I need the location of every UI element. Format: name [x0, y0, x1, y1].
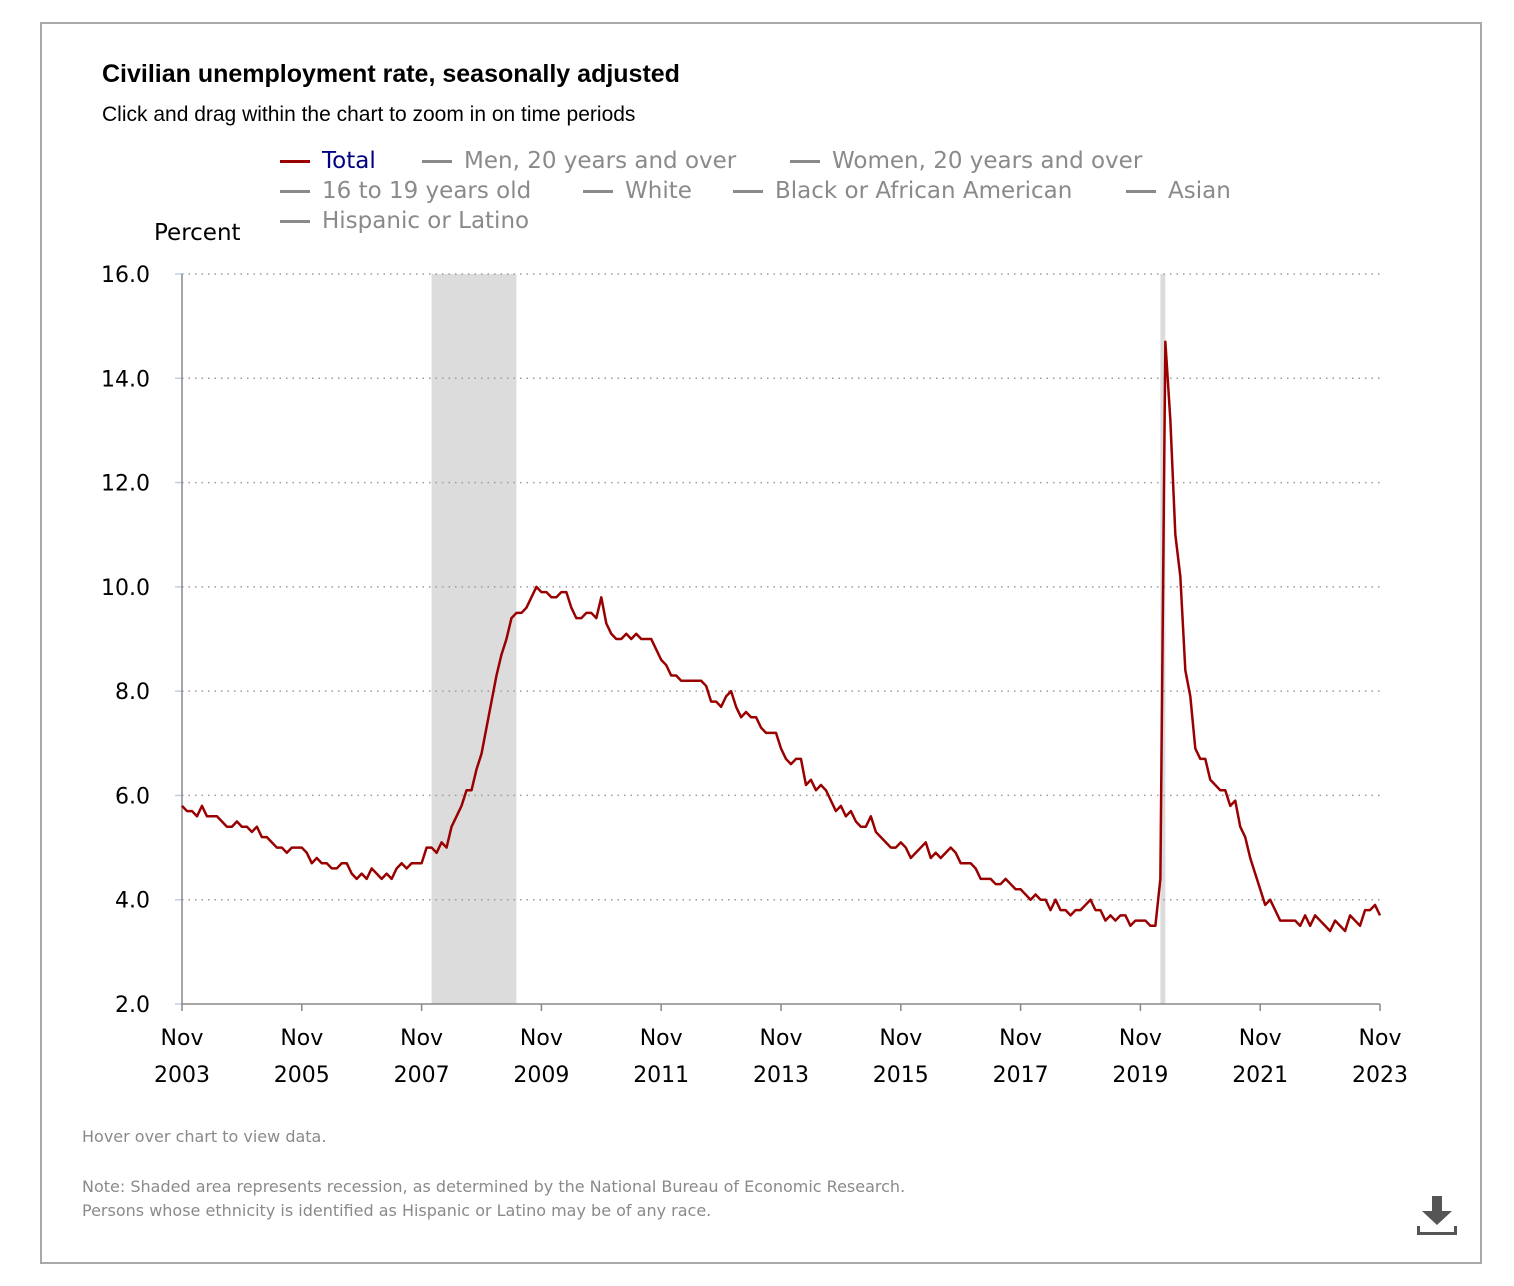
- legend-swatch: [280, 219, 310, 223]
- chart-subtitle: Click and drag within the chart to zoom …: [102, 103, 636, 126]
- legend-item-men-20-and-over[interactable]: Men, 20 years and over: [422, 146, 736, 176]
- x-tick-label-year: 2021: [1232, 1063, 1288, 1088]
- x-tick-label-month: Nov: [400, 1026, 443, 1051]
- x-tick-label-year: 2009: [513, 1063, 569, 1088]
- y-tick-label: 4.0: [115, 889, 150, 914]
- legend-label: Asian: [1168, 178, 1231, 204]
- x-tick-label-year: 2017: [993, 1063, 1049, 1088]
- y-axis-label: Percent: [154, 220, 241, 246]
- chart-title: Civilian unemployment rate, seasonally a…: [102, 60, 680, 88]
- x-tick-label-month: Nov: [1239, 1026, 1282, 1051]
- x-tick-label-year: 2003: [154, 1063, 210, 1088]
- x-tick-label-month: Nov: [879, 1026, 922, 1051]
- chart-frame: [40, 22, 1482, 1264]
- x-tick-label-year: 2015: [873, 1063, 929, 1088]
- legend-item-black[interactable]: Black or African American: [733, 176, 1072, 206]
- y-tick-label: 10.0: [101, 576, 150, 601]
- download-button[interactable]: [1414, 1192, 1460, 1240]
- note-line: Persons whose ethnicity is identified as…: [82, 1201, 712, 1220]
- legend-item-asian[interactable]: Asian: [1126, 176, 1231, 206]
- legend-label: Men, 20 years and over: [464, 148, 737, 174]
- x-tick-label-year: 2011: [633, 1063, 689, 1088]
- x-tick-label-month: Nov: [520, 1026, 563, 1051]
- x-tick-label-month: Nov: [280, 1026, 323, 1051]
- legend-item-hispanic[interactable]: Hispanic or Latino: [280, 206, 529, 236]
- note-line: Note: Shaded area represents recession, …: [82, 1177, 906, 1196]
- legend-label: Women, 20 years and over: [832, 148, 1143, 174]
- y-tick-label: 6.0: [115, 784, 150, 809]
- legend-label: Total: [322, 148, 376, 174]
- x-tick-label-year: 2013: [753, 1063, 809, 1088]
- legend-swatch: [422, 159, 452, 163]
- y-tick-label: 14.0: [101, 367, 150, 392]
- y-tick-label: 16.0: [101, 263, 150, 288]
- legend-swatch: [733, 189, 763, 193]
- series-line-total: [181, 340, 1382, 933]
- y-tick-label: 12.0: [101, 472, 150, 497]
- legend-item-white[interactable]: White: [583, 176, 692, 206]
- legend-swatch: [280, 189, 310, 193]
- legend-label: 16 to 19 years old: [322, 178, 532, 204]
- x-tick-label-year: 2005: [274, 1063, 330, 1088]
- x-tick-label-month: Nov: [161, 1026, 204, 1051]
- x-tick-label-year: 2019: [1112, 1063, 1168, 1088]
- x-tick-label-month: Nov: [999, 1026, 1042, 1051]
- recession-note: Note: Shaded area represents recession, …: [82, 1175, 905, 1223]
- y-tick-label: 2.0: [115, 993, 150, 1018]
- legend-label: White: [625, 178, 692, 204]
- legend-item-women-20-and-over[interactable]: Women, 20 years and over: [790, 146, 1142, 176]
- legend-item-16-to-19[interactable]: 16 to 19 years old: [280, 176, 531, 206]
- x-tick-label-month: Nov: [1119, 1026, 1162, 1051]
- hover-note: Hover over chart to view data.: [82, 1127, 327, 1146]
- legend-swatch: [1126, 189, 1156, 193]
- x-tick-label-year: 2007: [394, 1063, 450, 1088]
- legend-swatch: [280, 159, 310, 163]
- x-tick-label-month: Nov: [760, 1026, 803, 1051]
- legend-item-total[interactable]: Total: [280, 146, 376, 176]
- download-icon: [1417, 1196, 1457, 1235]
- x-tick-label-year: 2023: [1352, 1063, 1408, 1088]
- legend-label: Hispanic or Latino: [322, 208, 530, 234]
- legend-swatch: [583, 189, 613, 193]
- x-tick-label-month: Nov: [640, 1026, 683, 1051]
- x-tick-label-month: Nov: [1359, 1026, 1402, 1051]
- legend-swatch: [790, 159, 820, 163]
- legend-label: Black or African American: [775, 178, 1073, 204]
- y-tick-label: 8.0: [115, 680, 150, 705]
- recession-band: [431, 274, 517, 1004]
